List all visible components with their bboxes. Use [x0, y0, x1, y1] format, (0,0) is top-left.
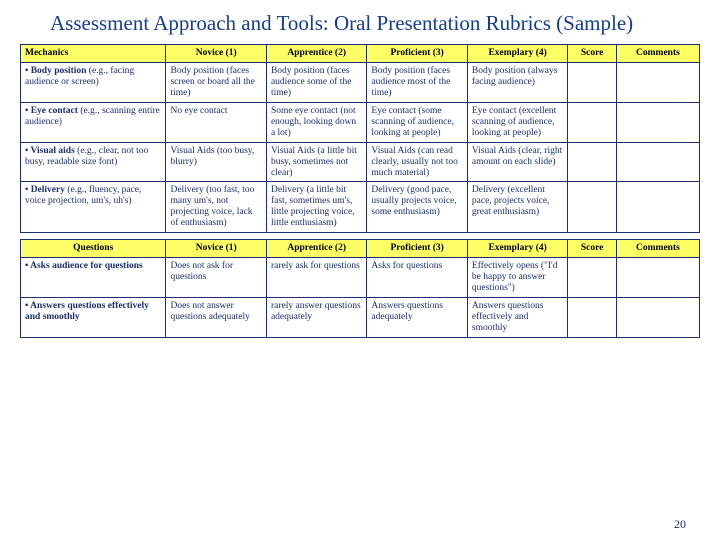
col-novice: Novice (1): [166, 240, 266, 258]
proficient-cell: Visual Aids (can read clearly, usually n…: [367, 142, 467, 182]
comments-cell: [616, 182, 699, 233]
table-row: • Asks audience for questions Does not a…: [21, 258, 700, 298]
col-proficient: Proficient (3): [367, 240, 467, 258]
col-mechanics: Mechanics: [21, 45, 166, 63]
novice-cell: Does not answer questions adequately: [166, 297, 266, 337]
questions-table: Questions Novice (1) Apprentice (2) Prof…: [20, 239, 700, 337]
exemplary-cell: Body position (always facing audience): [467, 63, 567, 103]
score-cell: [568, 63, 616, 103]
table-row: • Body position (e.g., facing audience o…: [21, 63, 700, 103]
criterion-cell: • Visual aids (e.g., clear, not too busy…: [21, 142, 166, 182]
col-score: Score: [568, 240, 616, 258]
novice-cell: Delivery (too fast, too many um's, not p…: [166, 182, 266, 233]
col-score: Score: [568, 45, 616, 63]
col-comments: Comments: [616, 240, 699, 258]
proficient-cell: Answers questions adequately: [367, 297, 467, 337]
exemplary-cell: Visual Aids (clear, right amount on each…: [467, 142, 567, 182]
table-row: • Delivery (e.g., fluency, pace, voice p…: [21, 182, 700, 233]
score-cell: [568, 297, 616, 337]
comments-cell: [616, 102, 699, 142]
score-cell: [568, 142, 616, 182]
apprentice-cell: rarely answer questions adequately: [266, 297, 366, 337]
proficient-cell: Body position (faces audience most of th…: [367, 63, 467, 103]
col-novice: Novice (1): [166, 45, 266, 63]
col-proficient: Proficient (3): [367, 45, 467, 63]
novice-cell: No eye contact: [166, 102, 266, 142]
apprentice-cell: Visual Aids (a little bit busy, sometime…: [266, 142, 366, 182]
exemplary-cell: Delivery (excellent pace, projects voice…: [467, 182, 567, 233]
col-exemplary: Exemplary (4): [467, 45, 567, 63]
comments-cell: [616, 258, 699, 298]
table-row: • Answers questions effectively and smoo…: [21, 297, 700, 337]
novice-cell: Body position (faces screen or board all…: [166, 63, 266, 103]
proficient-cell: Eye contact (some scanning of audience, …: [367, 102, 467, 142]
criterion-cell: • Answers questions effectively and smoo…: [21, 297, 166, 337]
novice-cell: Does not ask for questions: [166, 258, 266, 298]
apprentice-cell: Delivery (a little bit fast, sometimes u…: [266, 182, 366, 233]
apprentice-cell: rarely ask for questions: [266, 258, 366, 298]
page-number: 20: [674, 517, 686, 532]
col-questions: Questions: [21, 240, 166, 258]
apprentice-cell: Body position (faces audience some of th…: [266, 63, 366, 103]
proficient-cell: Delivery (good pace, usually projects vo…: [367, 182, 467, 233]
criterion-cell: • Delivery (e.g., fluency, pace, voice p…: [21, 182, 166, 233]
table-header-row: Mechanics Novice (1) Apprentice (2) Prof…: [21, 45, 700, 63]
comments-cell: [616, 142, 699, 182]
table-row: • Eye contact (e.g., scanning entire aud…: [21, 102, 700, 142]
score-cell: [568, 102, 616, 142]
exemplary-cell: Effectively opens ("I'd be happy to answ…: [467, 258, 567, 298]
col-apprentice: Apprentice (2): [266, 45, 366, 63]
score-cell: [568, 182, 616, 233]
page-title: Assessment Approach and Tools: Oral Pres…: [50, 10, 700, 36]
novice-cell: Visual Aids (too busy, blurry): [166, 142, 266, 182]
col-exemplary: Exemplary (4): [467, 240, 567, 258]
col-apprentice: Apprentice (2): [266, 240, 366, 258]
proficient-cell: Asks for questions: [367, 258, 467, 298]
apprentice-cell: Some eye contact (not enough, looking do…: [266, 102, 366, 142]
exemplary-cell: Eye contact (excellent scanning of audie…: [467, 102, 567, 142]
criterion-cell: • Body position (e.g., facing audience o…: [21, 63, 166, 103]
table-header-row: Questions Novice (1) Apprentice (2) Prof…: [21, 240, 700, 258]
table-row: • Visual aids (e.g., clear, not too busy…: [21, 142, 700, 182]
score-cell: [568, 258, 616, 298]
comments-cell: [616, 297, 699, 337]
criterion-cell: • Asks audience for questions: [21, 258, 166, 298]
mechanics-table: Mechanics Novice (1) Apprentice (2) Prof…: [20, 44, 700, 233]
col-comments: Comments: [616, 45, 699, 63]
exemplary-cell: Answers questions effectively and smooth…: [467, 297, 567, 337]
criterion-cell: • Eye contact (e.g., scanning entire aud…: [21, 102, 166, 142]
comments-cell: [616, 63, 699, 103]
